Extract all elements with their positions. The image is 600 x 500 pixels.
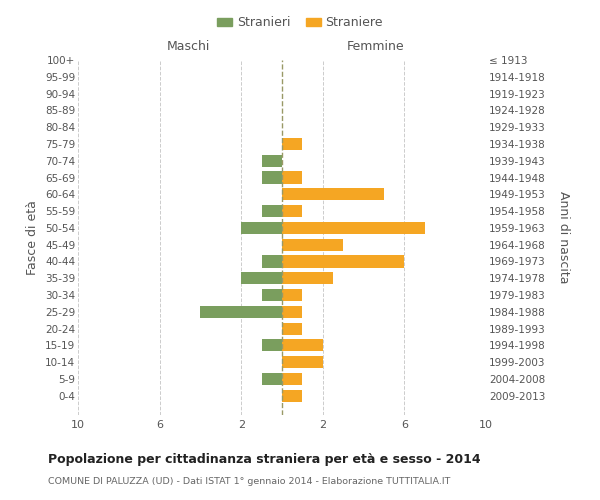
Bar: [241, 222, 282, 234]
Bar: [262, 373, 282, 385]
Text: Maschi: Maschi: [166, 40, 210, 53]
Bar: [282, 373, 302, 385]
Bar: [282, 272, 333, 284]
Bar: [262, 289, 282, 301]
Bar: [282, 356, 323, 368]
Y-axis label: Fasce di età: Fasce di età: [26, 200, 40, 275]
Bar: [282, 390, 302, 402]
Bar: [282, 222, 425, 234]
Bar: [282, 340, 323, 351]
Bar: [282, 322, 302, 334]
Bar: [282, 138, 302, 150]
Bar: [262, 205, 282, 217]
Bar: [282, 289, 302, 301]
Bar: [282, 238, 343, 250]
Bar: [262, 172, 282, 183]
Bar: [262, 154, 282, 167]
Bar: [282, 256, 404, 268]
Legend: Stranieri, Straniere: Stranieri, Straniere: [212, 11, 388, 34]
Text: Femmine: Femmine: [347, 40, 404, 53]
Text: COMUNE DI PALUZZA (UD) - Dati ISTAT 1° gennaio 2014 - Elaborazione TUTTITALIA.IT: COMUNE DI PALUZZA (UD) - Dati ISTAT 1° g…: [48, 478, 451, 486]
Bar: [282, 306, 302, 318]
Bar: [282, 205, 302, 217]
Bar: [282, 172, 302, 183]
Text: Popolazione per cittadinanza straniera per età e sesso - 2014: Popolazione per cittadinanza straniera p…: [48, 452, 481, 466]
Y-axis label: Anni di nascita: Anni di nascita: [557, 191, 569, 284]
Bar: [282, 188, 384, 200]
Bar: [262, 340, 282, 351]
Bar: [262, 256, 282, 268]
Bar: [241, 272, 282, 284]
Bar: [200, 306, 282, 318]
